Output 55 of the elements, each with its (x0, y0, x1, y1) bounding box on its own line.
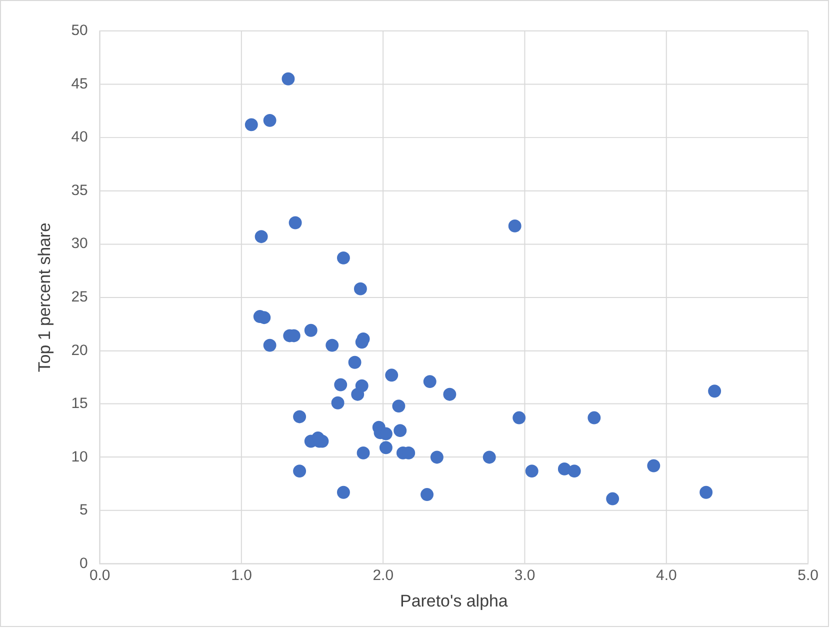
x-tick-label: 0.0 (89, 566, 110, 584)
y-axis-title: Top 1 percent share (34, 222, 54, 372)
x-tick-label: 2.0 (372, 566, 394, 584)
point (443, 388, 456, 401)
point (331, 396, 344, 410)
point (254, 230, 268, 244)
point (336, 251, 350, 264)
y-tick-label: 35 (71, 182, 88, 199)
point (708, 384, 722, 398)
point (293, 410, 306, 424)
point (263, 338, 276, 352)
point (385, 368, 398, 382)
point (351, 388, 364, 401)
y-tick-label: 40 (71, 128, 88, 146)
point (293, 464, 306, 478)
x-tick-label: 4.0 (656, 566, 677, 584)
point (326, 338, 339, 352)
point (288, 216, 302, 230)
point (508, 219, 522, 232)
point (336, 486, 350, 499)
point (348, 356, 362, 369)
point (304, 324, 318, 337)
point (588, 411, 601, 424)
x-axis-title: Pareto's alpha (400, 592, 508, 611)
y-tick-label: 30 (71, 235, 88, 252)
point (700, 486, 713, 499)
point (282, 72, 295, 86)
point (379, 441, 392, 454)
point (423, 375, 436, 388)
point (334, 378, 348, 392)
y-tick-label: 25 (71, 288, 88, 306)
point (606, 492, 620, 506)
point (647, 459, 660, 472)
point (392, 400, 406, 413)
point (525, 464, 538, 478)
y-tick-label: 10 (71, 448, 88, 466)
point (512, 411, 526, 424)
y-tick-label: 15 (71, 395, 88, 412)
x-tick-label: 5.0 (798, 566, 818, 584)
x-tick-label: 3.0 (514, 566, 536, 584)
point (356, 446, 370, 460)
y-tick-label: 5 (80, 502, 88, 519)
y-tick-label: 45 (71, 75, 88, 92)
y-tick-label: 20 (71, 342, 88, 359)
point (568, 464, 581, 478)
point (354, 282, 367, 296)
y-tick-label: 0 (80, 554, 88, 572)
point (394, 424, 407, 438)
point (430, 450, 444, 464)
point (482, 450, 496, 464)
y-tick-label: 50 (71, 22, 88, 40)
point (263, 114, 276, 127)
point (244, 118, 258, 132)
x-tick-label: 1.0 (231, 566, 252, 584)
point (420, 488, 434, 502)
